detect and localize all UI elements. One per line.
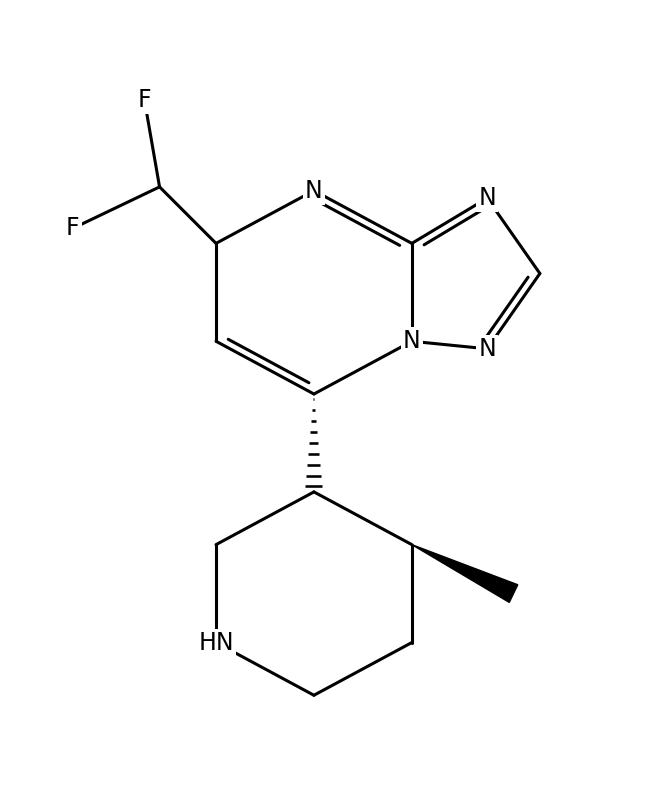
Text: HN: HN bbox=[198, 630, 234, 655]
Text: N: N bbox=[478, 336, 496, 361]
Text: N: N bbox=[403, 329, 420, 353]
Polygon shape bbox=[412, 545, 518, 602]
Text: N: N bbox=[478, 186, 496, 210]
Text: F: F bbox=[138, 88, 151, 112]
Text: F: F bbox=[66, 217, 80, 240]
Text: N: N bbox=[305, 179, 323, 203]
